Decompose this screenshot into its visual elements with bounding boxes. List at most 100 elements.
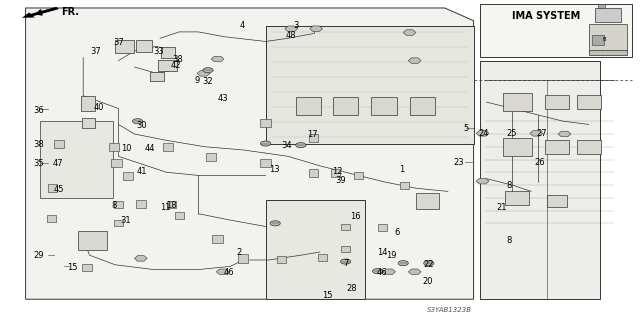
Text: 12: 12 (332, 167, 342, 176)
Circle shape (270, 221, 280, 226)
Text: 21: 21 (497, 204, 507, 212)
Text: 2: 2 (236, 248, 241, 256)
Polygon shape (383, 269, 396, 275)
Text: 46: 46 (376, 268, 387, 277)
Circle shape (424, 261, 434, 266)
Bar (309, 134, 319, 142)
Polygon shape (26, 8, 474, 299)
Text: 34: 34 (282, 141, 292, 150)
Text: 15: 15 (67, 263, 77, 272)
Text: FR.: FR. (61, 7, 79, 17)
Polygon shape (211, 56, 224, 62)
Polygon shape (197, 70, 210, 76)
Bar (342, 246, 350, 252)
Bar (410, 97, 435, 115)
Polygon shape (476, 130, 489, 136)
Text: 13: 13 (269, 165, 279, 174)
Circle shape (296, 143, 306, 148)
Text: 35: 35 (33, 159, 44, 168)
Text: 32: 32 (203, 77, 213, 86)
Bar (266, 26, 474, 144)
Bar (54, 140, 64, 148)
Text: 31: 31 (120, 216, 131, 225)
Text: B: B (602, 37, 606, 42)
Polygon shape (310, 26, 323, 32)
Text: 33: 33 (154, 47, 164, 56)
Text: 28: 28 (347, 284, 357, 293)
Text: 4: 4 (239, 21, 244, 30)
Bar (354, 172, 363, 179)
Text: 45: 45 (54, 185, 64, 194)
Text: 8: 8 (507, 181, 512, 190)
Text: 15: 15 (323, 291, 333, 300)
Text: 11: 11 (160, 203, 170, 212)
Text: 41: 41 (137, 167, 147, 176)
Bar (595, 8, 621, 22)
Bar (40, 121, 113, 198)
Bar (318, 254, 327, 261)
Text: 39: 39 (335, 176, 346, 185)
Polygon shape (285, 26, 298, 32)
Text: 38: 38 (173, 56, 183, 64)
Circle shape (372, 269, 383, 274)
Text: 25: 25 (507, 130, 517, 138)
Bar (123, 172, 133, 180)
Text: 44: 44 (145, 145, 155, 153)
Bar (79, 231, 107, 250)
Bar (545, 139, 569, 154)
Text: 43: 43 (218, 94, 228, 103)
Bar (598, 4, 605, 8)
Bar (136, 40, 152, 52)
Bar (342, 224, 350, 230)
Bar (260, 119, 271, 127)
Text: 8: 8 (507, 236, 512, 245)
Circle shape (340, 259, 351, 264)
Bar (503, 93, 532, 111)
Polygon shape (216, 269, 229, 275)
Bar (161, 47, 175, 58)
Bar (82, 118, 95, 128)
Bar (577, 95, 601, 109)
Bar (547, 195, 567, 207)
Text: 23: 23 (453, 158, 463, 167)
Bar (309, 169, 319, 177)
Bar (158, 60, 177, 71)
Bar (277, 256, 286, 263)
Text: 37: 37 (91, 47, 101, 56)
Bar (47, 215, 56, 222)
Bar (545, 95, 569, 109)
Text: 40: 40 (94, 103, 104, 112)
Text: 9: 9 (195, 76, 200, 85)
Polygon shape (134, 256, 147, 261)
Circle shape (203, 68, 213, 73)
Text: 30: 30 (137, 121, 147, 130)
Text: 18: 18 (166, 201, 177, 210)
Text: 47: 47 (52, 159, 63, 168)
Bar (136, 200, 146, 208)
Text: 38: 38 (33, 140, 44, 149)
Bar (109, 143, 119, 151)
Bar (480, 61, 600, 299)
Bar (266, 200, 365, 299)
Bar (296, 97, 321, 115)
Polygon shape (408, 58, 421, 63)
Text: IMA SYSTEM: IMA SYSTEM (512, 11, 580, 21)
Bar (503, 138, 532, 155)
Text: 26: 26 (535, 158, 545, 167)
Text: 14: 14 (377, 248, 387, 257)
Text: 29: 29 (33, 251, 44, 260)
Text: 8: 8 (111, 201, 116, 210)
Text: 1: 1 (399, 165, 404, 174)
Bar (115, 40, 134, 53)
Text: 42: 42 (171, 61, 181, 70)
Bar (400, 182, 410, 189)
Circle shape (132, 119, 143, 124)
Text: 27: 27 (537, 130, 547, 138)
Bar (417, 193, 439, 209)
Bar (331, 169, 340, 177)
Text: 37: 37 (114, 38, 124, 47)
Text: 3: 3 (293, 21, 298, 30)
Bar (592, 35, 604, 45)
Bar (505, 191, 529, 205)
Text: 20: 20 (422, 277, 433, 286)
